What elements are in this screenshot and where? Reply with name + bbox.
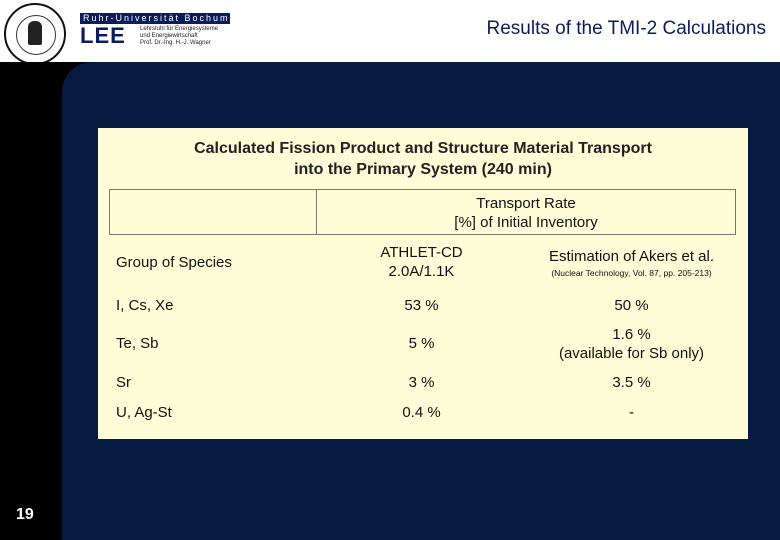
row-akers-value: 50 % (614, 297, 649, 314)
column-header-athlet: ATHLET-CD 2.0A/1.1K (339, 243, 504, 281)
left-sidebar (0, 62, 62, 540)
university-name-logo: Ruhr-Universität Bochum (80, 13, 230, 24)
table-row: Te, Sb 5 % 1.6 % (available for Sb only) (109, 320, 736, 368)
slide-title: Results of the TMI-2 Calculations (486, 18, 767, 39)
empty-header-cell (109, 189, 317, 235)
row-group: Te, Sb (116, 335, 159, 352)
table-row: I, Cs, Xe 53 % 50 % (109, 292, 736, 320)
row-akers-value: 1.6 % (612, 326, 651, 343)
table-row: U, Ag-St 0.4 % - (109, 396, 736, 424)
row-akers-value: - (629, 404, 634, 421)
row-akers-value: 3.5 % (612, 374, 651, 391)
rate-header-line-1: Transport Rate (476, 195, 576, 212)
table-row: Sr 3 % 3.5 % (109, 368, 736, 396)
seal-figure-icon (28, 21, 42, 45)
panel-title-line-2: into the Primary System (240 min) (294, 161, 552, 178)
column-header-akers: Estimation of Akers et al. (Nuclear Tech… (529, 248, 734, 278)
transport-rate-header: Transport Rate [%] of Initial Inventory (317, 189, 736, 235)
row-athlet-value: 5 % (408, 335, 435, 352)
header-bar: Ruhr-Universität Bochum LEE Lehrstuhl fü… (0, 0, 780, 65)
row-athlet-value: 53 % (404, 297, 439, 314)
athlet-header-line-2: 2.0A/1.1K (388, 263, 455, 280)
row-akers-note: (available for Sb only) (558, 345, 705, 362)
athlet-header-line-1: ATHLET-CD (380, 244, 463, 261)
row-akers-value-cell: 1.6 % (available for Sb only) (529, 325, 734, 363)
rate-header-line-2: [%] of Initial Inventory (454, 214, 598, 231)
slide-number: 19 (16, 506, 34, 523)
university-seal-logo (4, 3, 66, 65)
institute-logo: LEE (80, 23, 126, 48)
column-header-group: Group of Species (116, 254, 232, 271)
institute-line-3: Prof. Dr.-Ing. H.-J. Wagner (140, 40, 211, 46)
row-group: I, Cs, Xe (116, 297, 174, 314)
panel-title-line-1: Calculated Fission Product and Structure… (194, 140, 652, 157)
panel-title: Calculated Fission Product and Structure… (98, 138, 748, 180)
seal-inner-ring (16, 15, 56, 55)
results-panel: Calculated Fission Product and Structure… (98, 128, 748, 439)
akers-header-label: Estimation of Akers et al. (548, 248, 715, 265)
transport-rate-table: Transport Rate [%] of Initial Inventory … (109, 189, 736, 430)
institute-line-1: Lehrstuhl für Energiesysteme (140, 26, 219, 32)
row-athlet-value: 0.4 % (402, 404, 441, 421)
akers-header-reference: (Nuclear Technology, Vol. 87, pp. 205-21… (551, 268, 712, 278)
row-group: U, Ag-St (116, 404, 172, 421)
institute-line-2: und Energiewirtschaft (140, 33, 198, 39)
institute-subtitle: Lehrstuhl für Energiesysteme und Energie… (140, 26, 218, 47)
row-group: Sr (116, 374, 131, 391)
row-athlet-value: 3 % (408, 374, 435, 391)
